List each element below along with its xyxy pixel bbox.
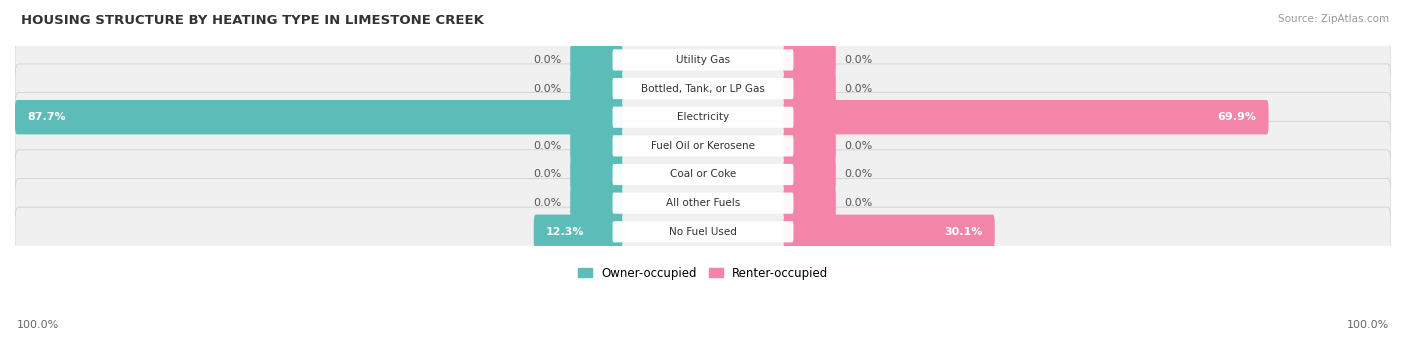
Text: 0.0%: 0.0% bbox=[534, 170, 562, 180]
Text: Electricity: Electricity bbox=[676, 112, 730, 122]
Text: HOUSING STRUCTURE BY HEATING TYPE IN LIMESTONE CREEK: HOUSING STRUCTURE BY HEATING TYPE IN LIM… bbox=[21, 14, 484, 27]
Text: 0.0%: 0.0% bbox=[844, 198, 872, 208]
Text: Bottled, Tank, or LP Gas: Bottled, Tank, or LP Gas bbox=[641, 84, 765, 94]
FancyBboxPatch shape bbox=[613, 135, 793, 156]
Text: 87.7%: 87.7% bbox=[27, 112, 66, 122]
FancyBboxPatch shape bbox=[571, 186, 623, 220]
FancyBboxPatch shape bbox=[783, 43, 835, 77]
FancyBboxPatch shape bbox=[571, 129, 623, 163]
FancyBboxPatch shape bbox=[571, 71, 623, 106]
Text: 0.0%: 0.0% bbox=[534, 84, 562, 94]
FancyBboxPatch shape bbox=[783, 129, 835, 163]
Legend: Owner-occupied, Renter-occupied: Owner-occupied, Renter-occupied bbox=[572, 262, 834, 284]
Text: 0.0%: 0.0% bbox=[534, 198, 562, 208]
FancyBboxPatch shape bbox=[15, 150, 1391, 199]
FancyBboxPatch shape bbox=[15, 121, 1391, 170]
Text: 100.0%: 100.0% bbox=[17, 320, 59, 330]
Text: All other Fuels: All other Fuels bbox=[666, 198, 740, 208]
FancyBboxPatch shape bbox=[534, 215, 623, 249]
FancyBboxPatch shape bbox=[613, 164, 793, 185]
Text: Utility Gas: Utility Gas bbox=[676, 55, 730, 65]
Text: 0.0%: 0.0% bbox=[844, 55, 872, 65]
Text: No Fuel Used: No Fuel Used bbox=[669, 227, 737, 237]
FancyBboxPatch shape bbox=[15, 207, 1391, 256]
FancyBboxPatch shape bbox=[613, 78, 793, 99]
FancyBboxPatch shape bbox=[15, 178, 1391, 228]
FancyBboxPatch shape bbox=[571, 157, 623, 192]
Text: 12.3%: 12.3% bbox=[546, 227, 585, 237]
Text: 30.1%: 30.1% bbox=[943, 227, 983, 237]
FancyBboxPatch shape bbox=[613, 221, 793, 242]
FancyBboxPatch shape bbox=[571, 43, 623, 77]
FancyBboxPatch shape bbox=[783, 71, 835, 106]
Text: Fuel Oil or Kerosene: Fuel Oil or Kerosene bbox=[651, 141, 755, 151]
FancyBboxPatch shape bbox=[613, 49, 793, 70]
FancyBboxPatch shape bbox=[783, 215, 994, 249]
FancyBboxPatch shape bbox=[15, 64, 1391, 113]
Text: Coal or Coke: Coal or Coke bbox=[669, 170, 737, 180]
FancyBboxPatch shape bbox=[15, 100, 623, 134]
Text: 0.0%: 0.0% bbox=[534, 141, 562, 151]
Text: 69.9%: 69.9% bbox=[1218, 112, 1256, 122]
FancyBboxPatch shape bbox=[613, 107, 793, 128]
FancyBboxPatch shape bbox=[613, 192, 793, 214]
Text: 0.0%: 0.0% bbox=[534, 55, 562, 65]
FancyBboxPatch shape bbox=[15, 35, 1391, 85]
Text: 0.0%: 0.0% bbox=[844, 170, 872, 180]
FancyBboxPatch shape bbox=[15, 92, 1391, 142]
FancyBboxPatch shape bbox=[783, 186, 835, 220]
Text: 0.0%: 0.0% bbox=[844, 141, 872, 151]
Text: 0.0%: 0.0% bbox=[844, 84, 872, 94]
Text: Source: ZipAtlas.com: Source: ZipAtlas.com bbox=[1278, 14, 1389, 23]
FancyBboxPatch shape bbox=[783, 100, 1268, 134]
Text: 100.0%: 100.0% bbox=[1347, 320, 1389, 330]
FancyBboxPatch shape bbox=[783, 157, 835, 192]
